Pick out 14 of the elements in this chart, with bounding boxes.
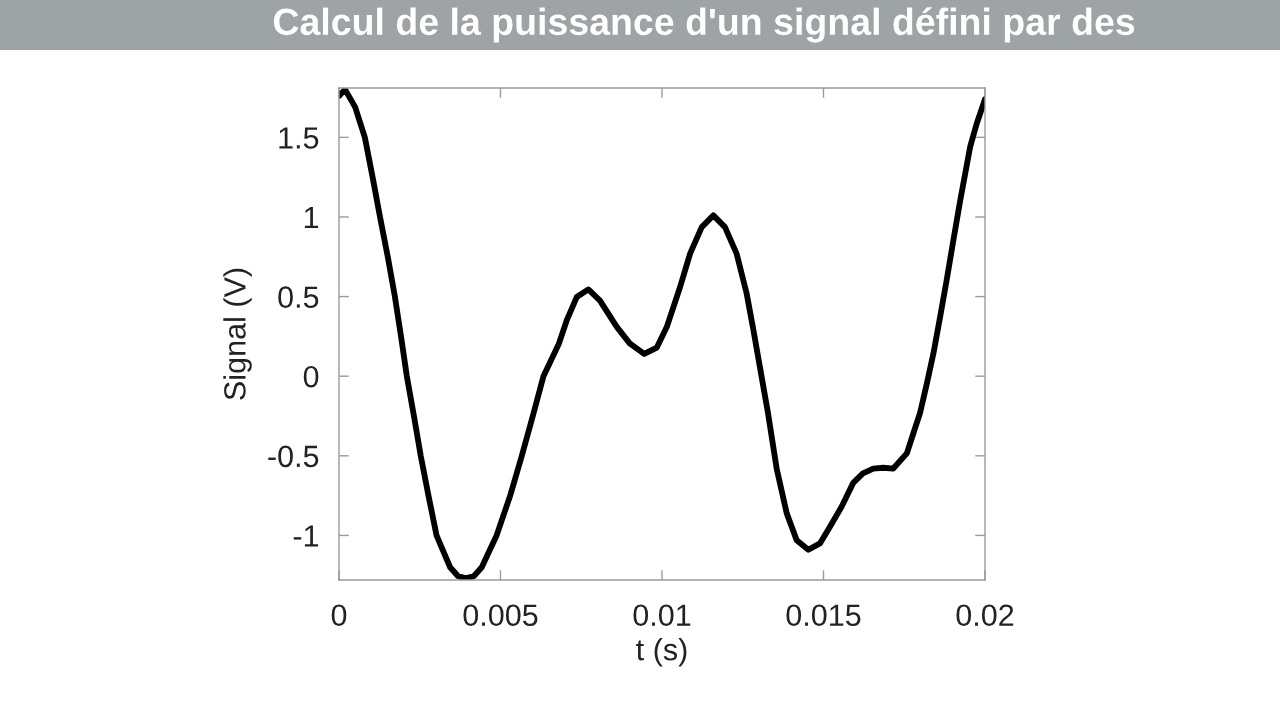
y-tick-label: 0.5 (278, 286, 319, 308)
x-tick-label: 0.02 (956, 604, 1014, 627)
x-tick-label: 0.005 (463, 604, 538, 627)
y-tick-label: -1 (293, 525, 319, 547)
y-tick-label: 1 (304, 207, 319, 229)
x-axis-title: t (s) (636, 638, 687, 667)
y-tick-label: 0 (303, 365, 319, 388)
y-axis-title: Signal (V) (223, 268, 252, 400)
x-tick-label: 0.015 (786, 604, 861, 627)
y-tick-label: 1.5 (279, 127, 319, 149)
x-tick-label: 0.01 (633, 604, 691, 627)
chart-title: Calcul de la puissance d'un signal défini par des (273, 7, 1135, 43)
x-tick-label: 0 (331, 604, 347, 627)
y-tick-label: -0.5 (268, 445, 319, 468)
